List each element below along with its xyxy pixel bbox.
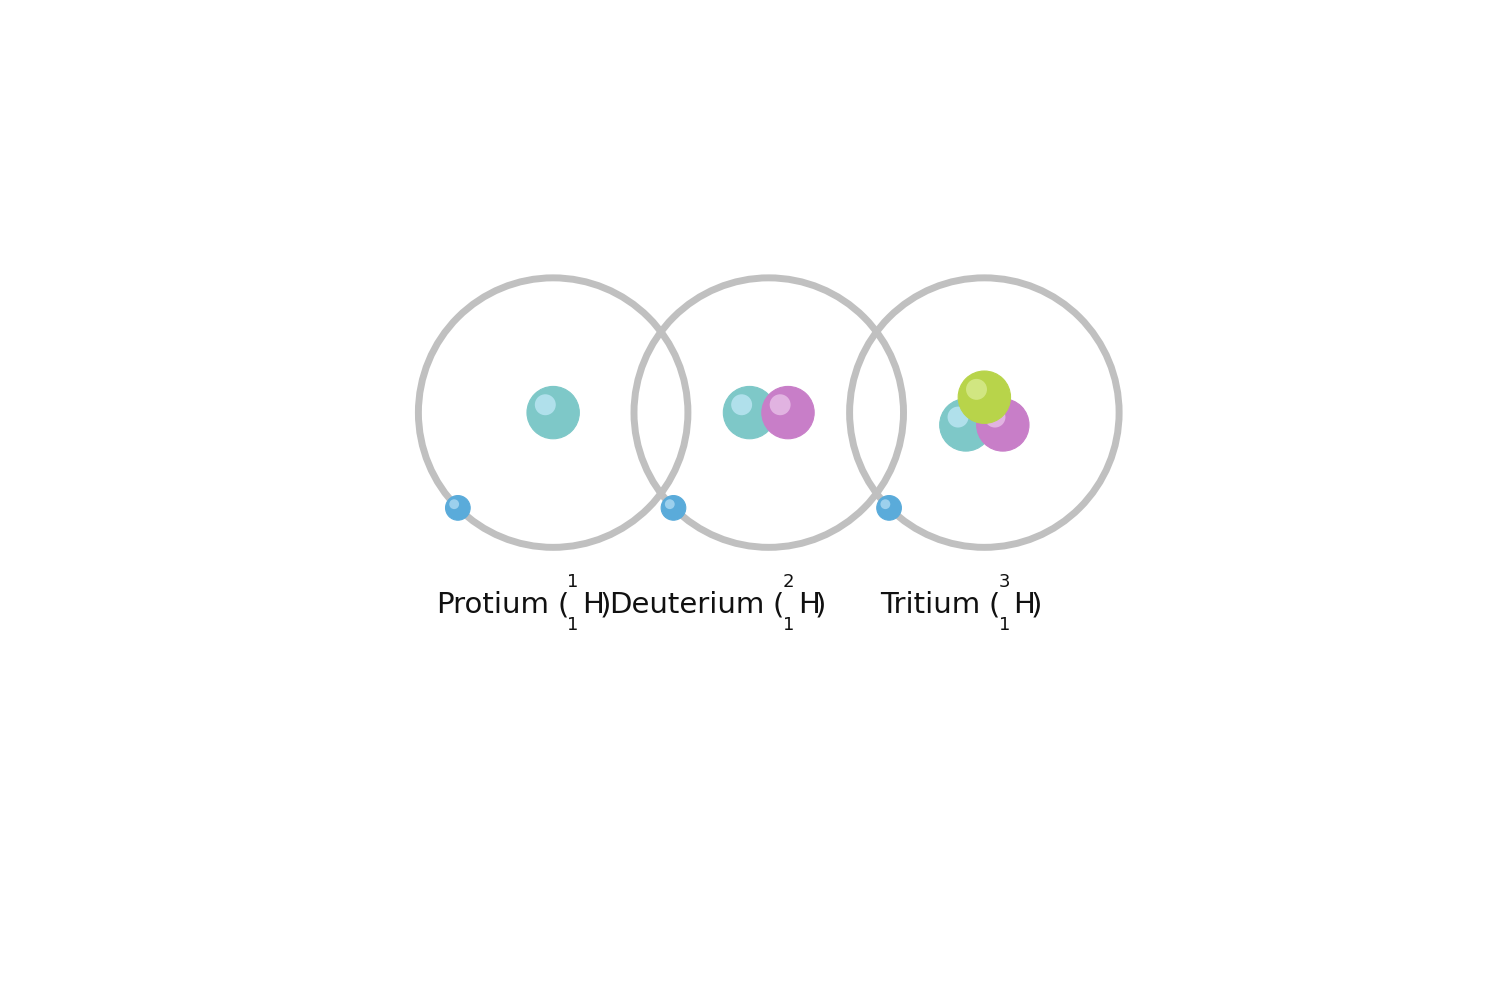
Text: (: ( bbox=[556, 591, 568, 619]
Text: (: ( bbox=[988, 591, 999, 619]
Text: 1: 1 bbox=[567, 616, 579, 634]
Text: Protium: Protium bbox=[436, 591, 549, 619]
Circle shape bbox=[876, 496, 902, 520]
Text: ): ) bbox=[815, 591, 827, 619]
Circle shape bbox=[966, 379, 987, 400]
Text: 1: 1 bbox=[783, 616, 795, 634]
Circle shape bbox=[664, 499, 675, 509]
Circle shape bbox=[446, 496, 470, 520]
Text: 3: 3 bbox=[999, 573, 1010, 591]
Circle shape bbox=[762, 386, 814, 439]
Text: H: H bbox=[582, 591, 604, 619]
Text: H: H bbox=[798, 591, 820, 619]
Circle shape bbox=[662, 496, 686, 520]
Text: H: H bbox=[1014, 591, 1035, 619]
Circle shape bbox=[958, 371, 1011, 423]
Text: 1: 1 bbox=[567, 573, 579, 591]
Text: (: ( bbox=[772, 591, 784, 619]
Text: Deuterium: Deuterium bbox=[609, 591, 765, 619]
Circle shape bbox=[984, 407, 1005, 428]
Circle shape bbox=[730, 394, 752, 415]
Circle shape bbox=[939, 399, 992, 451]
Text: ): ) bbox=[1030, 591, 1042, 619]
Circle shape bbox=[536, 394, 556, 415]
Circle shape bbox=[723, 386, 776, 439]
Circle shape bbox=[770, 394, 790, 415]
Circle shape bbox=[526, 386, 579, 439]
Text: ): ) bbox=[600, 591, 610, 619]
Circle shape bbox=[976, 399, 1029, 451]
Text: 2: 2 bbox=[783, 573, 795, 591]
Text: Tritium: Tritium bbox=[880, 591, 981, 619]
Circle shape bbox=[448, 499, 459, 509]
Circle shape bbox=[880, 499, 891, 509]
Text: 1: 1 bbox=[999, 616, 1010, 634]
Circle shape bbox=[948, 407, 969, 428]
